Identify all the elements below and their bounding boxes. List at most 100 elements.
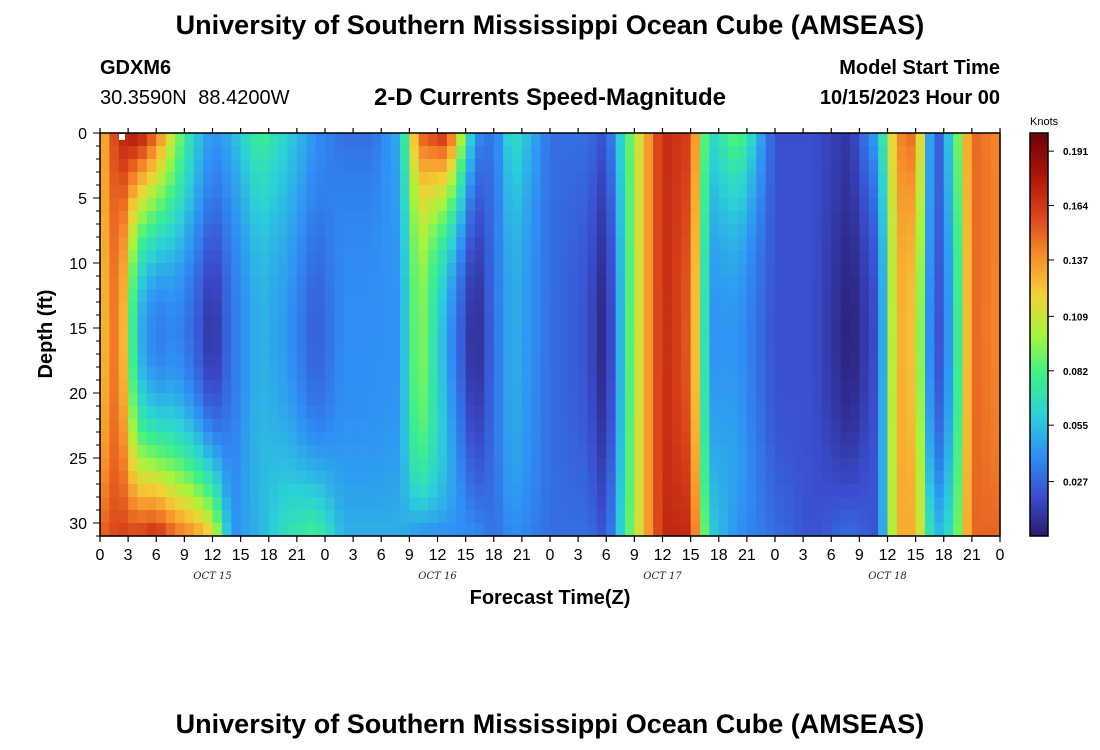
heatmap-cell (990, 276, 1001, 290)
heatmap-cell (465, 237, 476, 251)
heatmap-cell (156, 250, 167, 264)
heatmap-cell (362, 367, 373, 381)
heatmap-cell (634, 497, 645, 511)
heatmap-cell (184, 315, 195, 329)
heatmap-cell (128, 510, 139, 524)
heatmap-cell (353, 510, 364, 524)
heatmap-cell (156, 367, 167, 381)
heatmap-cell (165, 367, 176, 381)
heatmap-cell (334, 315, 345, 329)
heatmap-cell (662, 302, 673, 316)
heatmap-cell (446, 380, 457, 394)
heatmap-cell (521, 523, 532, 537)
heatmap-cell (446, 302, 457, 316)
heatmap-cell (662, 276, 673, 290)
heatmap-cell (990, 302, 1001, 316)
heatmap-cell (212, 393, 223, 407)
heatmap-cell (203, 159, 214, 173)
heatmap-cell (953, 146, 964, 160)
heatmap-cell (643, 172, 654, 186)
heatmap-cell (578, 276, 589, 290)
heatmap-cell (840, 380, 851, 394)
heatmap-cell (137, 250, 148, 264)
heatmap-cell (878, 172, 889, 186)
heatmap-cell (690, 510, 701, 524)
heatmap-cell (221, 289, 232, 303)
heatmap-cell (240, 406, 251, 420)
heatmap-cell (184, 523, 195, 537)
heatmap-cell (512, 367, 523, 381)
heatmap-cell (465, 406, 476, 420)
heatmap-cell (221, 432, 232, 446)
heatmap-cell (737, 159, 748, 173)
heatmap-cell (146, 484, 157, 498)
heatmap-cell (343, 276, 354, 290)
heatmap-cell (531, 341, 542, 355)
heatmap-cell (681, 380, 692, 394)
heatmap-cell (887, 419, 898, 433)
heatmap-cell (184, 146, 195, 160)
heatmap-cell (709, 185, 720, 199)
heatmap-cell (193, 159, 204, 173)
heatmap-cell (906, 406, 917, 420)
heatmap-cell (559, 393, 570, 407)
heatmap-cell (250, 276, 260, 290)
heatmap-cell (325, 497, 335, 511)
heatmap-cell (128, 445, 139, 459)
heatmap-cell (878, 237, 889, 251)
heatmap-cell (625, 224, 635, 238)
heatmap-cell (493, 367, 504, 381)
heatmap-cell (718, 224, 729, 238)
heatmap-cell (896, 237, 907, 251)
heatmap-cell (943, 510, 954, 524)
heatmap-cell (306, 458, 317, 472)
heatmap-cell (606, 458, 617, 472)
heatmap-cell (109, 315, 120, 329)
day-label: OCT 15 (193, 571, 231, 582)
heatmap-cell (540, 263, 551, 277)
heatmap-cell (821, 185, 832, 199)
heatmap-cell (550, 523, 560, 537)
heatmap-cell (615, 341, 626, 355)
heatmap-cell (465, 380, 476, 394)
heatmap-cell (212, 146, 223, 160)
heatmap-cell (671, 133, 682, 147)
heatmap-cell (821, 341, 832, 355)
heatmap-cell (306, 172, 317, 186)
heatmap-cell (493, 458, 504, 472)
heatmap-cell (728, 185, 739, 199)
heatmap-cell (381, 315, 392, 329)
heatmap-cell (578, 510, 589, 524)
heatmap-cell (943, 289, 954, 303)
heatmap-cell (840, 523, 851, 537)
heatmap-cell (915, 445, 926, 459)
heatmap-cell (934, 237, 945, 251)
heatmap-cell (343, 224, 354, 238)
heatmap-cell (475, 367, 485, 381)
heatmap-cell (128, 185, 139, 199)
heatmap-cell (746, 237, 757, 251)
heatmap-cell (540, 133, 551, 147)
heatmap-cell (456, 367, 467, 381)
heatmap-cell (512, 510, 523, 524)
heatmap-cell (709, 484, 720, 498)
heatmap-cell (728, 484, 739, 498)
heatmap-cell (653, 354, 664, 368)
heatmap-cell (137, 523, 148, 537)
heatmap-cell (446, 445, 457, 459)
heatmap-cell (446, 458, 457, 472)
heatmap-cell (840, 159, 851, 173)
heatmap-cell (400, 432, 410, 446)
heatmap-cell (587, 380, 598, 394)
heatmap-cell (381, 471, 392, 485)
heatmap-cell (756, 393, 767, 407)
heatmap-cell (193, 146, 204, 160)
heatmap-cell (325, 250, 335, 264)
heatmap-cell (850, 315, 860, 329)
heatmap-cell (775, 250, 785, 264)
heatmap-cell (756, 289, 767, 303)
heatmap-cell (306, 393, 317, 407)
heatmap-cell (250, 367, 260, 381)
heatmap-cell (671, 458, 682, 472)
heatmap-cell (175, 497, 185, 511)
